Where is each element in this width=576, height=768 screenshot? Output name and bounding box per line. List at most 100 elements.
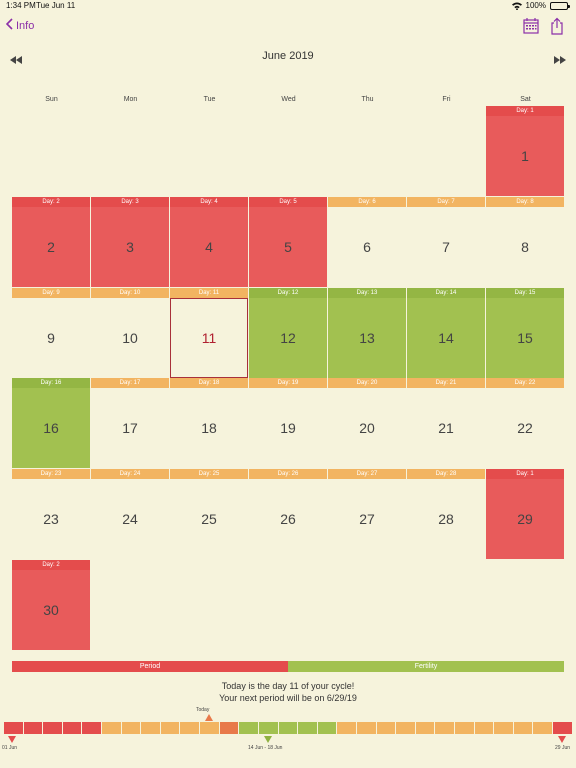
- calendar-day[interactable]: Day: 20 20: [328, 378, 406, 468]
- calendar-day[interactable]: Day: 25 25: [170, 469, 248, 559]
- calendar-day[interactable]: Day: 9 9: [12, 288, 90, 378]
- calendar-day[interactable]: Day: 2 2: [12, 197, 90, 287]
- timeline-segment-fertile: [239, 722, 259, 734]
- cycle-day-label: Day: 12: [249, 288, 327, 298]
- calendar-day[interactable]: Day: 7 7: [407, 197, 485, 287]
- calendar-day[interactable]: Day: 12 12: [249, 288, 327, 378]
- share-icon[interactable]: [548, 17, 566, 35]
- cycle-day-label: Day: 1: [486, 106, 564, 116]
- day-cell-background: [328, 298, 406, 378]
- back-button[interactable]: Info: [5, 18, 34, 33]
- calendar-day[interactable]: Day: 2 30: [12, 560, 90, 650]
- calendar-icon[interactable]: [522, 17, 540, 35]
- timeline-segment-period: [43, 722, 63, 734]
- fertile-marker-icon: [264, 736, 272, 743]
- battery-icon: [550, 1, 570, 10]
- day-number: 25: [201, 511, 217, 527]
- day-cell-background: [170, 207, 248, 287]
- timeline-segment-today: [219, 722, 240, 734]
- day-cell-background: [12, 388, 90, 468]
- calendar-day[interactable]: Day: 27 27: [328, 469, 406, 559]
- timeline-segment-period: [62, 722, 83, 734]
- timeline-segment-normal: [455, 722, 475, 734]
- today-marker-label: Today: [196, 707, 210, 713]
- weekday-wed: Wed: [281, 96, 296, 103]
- timeline-segment-period: [23, 722, 44, 734]
- calendar-day[interactable]: Day: 23 23: [12, 469, 90, 559]
- cycle-day-label: Day: 26: [249, 469, 327, 479]
- calendar-day[interactable]: Day: 15 15: [486, 288, 564, 378]
- weekday-sat: Sat: [520, 96, 531, 103]
- day-number: 23: [43, 511, 59, 527]
- calendar-day[interactable]: Day: 8 8: [486, 197, 564, 287]
- cycle-day-label: Day: 4: [170, 197, 248, 207]
- end-marker-label: 29 Jun: [555, 745, 571, 751]
- timeline-segment-normal: [356, 722, 377, 734]
- legend-fertility: Fertility: [288, 661, 564, 672]
- day-number: 7: [442, 239, 450, 255]
- calendar-day[interactable]: Day: 21 21: [407, 378, 485, 468]
- timeline-segment-normal: [160, 722, 181, 734]
- timeline-segment-normal: [337, 722, 357, 734]
- calendar-day[interactable]: Day: 22 22: [486, 378, 564, 468]
- today-marker-icon: [205, 714, 213, 721]
- day-number: 21: [438, 420, 454, 436]
- timeline-segment-normal: [376, 722, 397, 734]
- next-month-icon[interactable]: [554, 51, 566, 69]
- timeline-segment-fertile: [298, 722, 318, 734]
- calendar-day[interactable]: Day: 13 13: [328, 288, 406, 378]
- timeline-segment-period: [553, 722, 573, 734]
- cycle-day-label: Day: 7: [407, 197, 485, 207]
- day-number: 18: [201, 420, 217, 436]
- calendar-day[interactable]: Day: 16 16: [12, 378, 90, 468]
- calendar-day[interactable]: Day: 3 3: [91, 197, 169, 287]
- chevron-left-icon: [5, 18, 13, 33]
- fertile-marker-label: 14 Jun - 18 Jun: [248, 745, 283, 751]
- timeline-segment-period: [4, 722, 24, 734]
- calendar-day[interactable]: Day: 5 5: [249, 197, 327, 287]
- cycle-day-label: Day: 2: [12, 560, 90, 570]
- status-indicators: 100%: [511, 1, 570, 10]
- calendar-day[interactable]: Day: 6 6: [328, 197, 406, 287]
- calendar-day[interactable]: Day: 14 14: [407, 288, 485, 378]
- day-cell-background: [12, 207, 90, 287]
- timeline-segment-normal: [141, 722, 161, 734]
- calendar-day[interactable]: Day: 17 17: [91, 378, 169, 468]
- cycle-day-label: Day: 19: [249, 378, 327, 388]
- calendar-day[interactable]: Day: 28 28: [407, 469, 485, 559]
- timeline-segment-normal: [435, 722, 456, 734]
- battery-percent: 100%: [525, 1, 546, 10]
- calendar-day[interactable]: Day: 11 11: [170, 288, 248, 378]
- cycle-day-label: Day: 6: [328, 197, 406, 207]
- weekday-sun: Sun: [45, 96, 58, 103]
- cycle-day-label: Day: 17: [91, 378, 169, 388]
- calendar-day[interactable]: Day: 1 1: [486, 106, 564, 196]
- weekday-tue: Tue: [203, 96, 216, 103]
- previous-month-icon[interactable]: [10, 51, 22, 69]
- day-cell-background: [170, 298, 248, 378]
- cycle-day-label: Day: 21: [407, 378, 485, 388]
- cycle-day-label: Day: 15: [486, 288, 564, 298]
- day-number: 27: [359, 511, 375, 527]
- cycle-day-label: Day: 11: [170, 288, 248, 298]
- end-marker-icon: [558, 736, 566, 743]
- day-number: 16: [43, 420, 59, 436]
- calendar-day[interactable]: Day: 10 10: [91, 288, 169, 378]
- calendar-day[interactable]: Day: 1 29: [486, 469, 564, 559]
- timeline-segment-normal: [200, 722, 220, 734]
- calendar-day[interactable]: Day: 26 26: [249, 469, 327, 559]
- cycle-day-label: Day: 27: [328, 469, 406, 479]
- cycle-day-label: Day: 20: [328, 378, 406, 388]
- day-number: 15: [517, 330, 533, 346]
- day-number: 8: [521, 239, 529, 255]
- calendar-day[interactable]: Day: 4 4: [170, 197, 248, 287]
- legend: Period Fertility: [12, 661, 564, 672]
- calendar-day[interactable]: Day: 18 18: [170, 378, 248, 468]
- status-bar: 1:34 PM Tue Jun 11 100%: [0, 0, 576, 12]
- month-header: June 2019: [0, 46, 576, 66]
- day-cell-background: [486, 298, 564, 378]
- calendar-day[interactable]: Day: 24 24: [91, 469, 169, 559]
- calendar-day[interactable]: Day: 19 19: [249, 378, 327, 468]
- timeline-segment-normal: [415, 722, 436, 734]
- day-cell-background: [91, 207, 169, 287]
